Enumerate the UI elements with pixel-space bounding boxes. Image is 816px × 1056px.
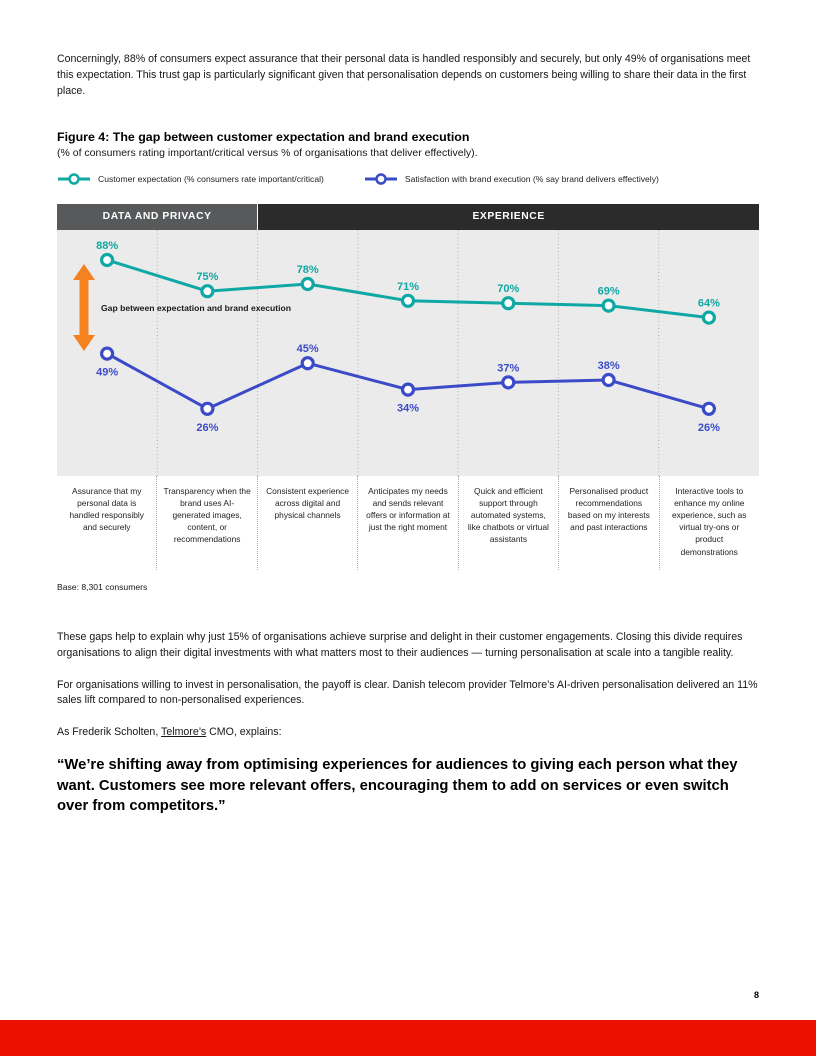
category-label: Quick and efficient support through auto… <box>457 475 558 570</box>
attribution-suffix: CMO, explains: <box>206 726 282 739</box>
body-paragraph-2: For organisations willing to invest in p… <box>57 678 758 707</box>
data-point <box>99 252 115 267</box>
figure-4: Figure 4: The gap between customer expec… <box>57 130 759 592</box>
data-point <box>200 401 215 416</box>
chart-plot-area: 88% 75% 78% 71% 70% 69% 64% 49% 26% 45% 34% 37% 38% 2… <box>57 229 759 476</box>
data-label: 26% <box>698 421 720 433</box>
data-label: 69% <box>598 285 620 297</box>
section-header: DATA AND PRIVACY <box>57 203 259 230</box>
data-point <box>400 382 416 397</box>
chart-canvas: 88% 75% 78% 71% 70% 69% 64% 49% 26% 45% 34% 37% 38% 2… <box>73 229 720 476</box>
figure-title: Figure 4: The gap between customer expec… <box>57 129 470 144</box>
data-point <box>200 283 215 298</box>
data-point <box>601 372 616 387</box>
data-label: 70% <box>497 283 519 295</box>
data-point <box>501 295 516 310</box>
legend-item: Satisfaction with brand execution (% say… <box>364 172 659 186</box>
attribution-line: As Frederik Scholten, Telmore’s CMO, exp… <box>57 725 759 741</box>
category-label: Consistent experience across digital and… <box>256 475 357 570</box>
document-page: Concerningly, 88% of consumers expect as… <box>57 53 759 815</box>
data-point <box>400 293 416 308</box>
data-label: 45% <box>297 343 319 355</box>
intro-paragraph: Concerningly, 88% of consumers expect as… <box>57 53 751 97</box>
body-paragraph-1: These gaps help to explain why just 15% … <box>57 630 743 659</box>
data-point <box>701 401 717 416</box>
data-point <box>300 276 315 291</box>
category-label: Transparency when the brand uses AI-gene… <box>156 475 256 570</box>
legend-label: Satisfaction with brand execution (% say… <box>404 173 659 184</box>
category-label: Interactive tools to enhance my online e… <box>658 475 759 570</box>
data-label: 49% <box>96 366 118 378</box>
data-label: 64% <box>698 297 720 309</box>
data-point <box>501 374 516 390</box>
data-label: 88% <box>96 240 118 252</box>
data-label: 75% <box>196 271 218 283</box>
data-label: 26% <box>196 421 218 433</box>
legend-marker-icon <box>364 172 397 185</box>
data-point <box>300 355 315 370</box>
data-label: 38% <box>598 360 620 372</box>
data-point <box>601 298 616 313</box>
data-label: 37% <box>497 362 519 374</box>
data-point <box>99 346 115 361</box>
legend-item: Customer expectation (% consumers rate i… <box>57 172 324 186</box>
legend-label: Customer expectation (% consumers rate i… <box>98 173 324 184</box>
category-label: Personalised product recommendations bas… <box>558 475 658 570</box>
data-point <box>701 310 717 325</box>
data-label: 78% <box>297 264 319 276</box>
base-note: Base: 8,301 consumers <box>57 581 148 592</box>
data-label: 34% <box>397 402 419 414</box>
section-header: EXPERIENCE <box>258 203 759 230</box>
attribution-prefix: As Frederik Scholten, <box>57 726 162 739</box>
data-label: 71% <box>397 280 419 292</box>
category-label: Anticipates my needs and sends relevant … <box>357 475 457 570</box>
telmore-link[interactable]: Telmore’s <box>161 726 207 739</box>
gap-chart: DATA AND PRIVACY EXPERIENCE 88% 75% 78% 71% 7… <box>57 203 759 570</box>
figure-subtitle: (% of consumers rating important/critica… <box>57 146 478 159</box>
pull-quote: “We’re shifting away from optimising exp… <box>57 757 738 815</box>
gap-arrow-icon <box>73 263 95 351</box>
gap-annotation: Gap between expectation and brand execut… <box>101 302 292 313</box>
page-number: 8 <box>753 990 759 1000</box>
footer-red-bar <box>0 1020 816 1056</box>
category-label: Assurance that my personal data is handl… <box>69 485 144 533</box>
chart-section-headers: DATA AND PRIVACY EXPERIENCE <box>57 203 759 230</box>
legend-marker-icon <box>58 172 90 185</box>
chart-category-labels: Assurance that my personal data is handl… <box>57 475 759 570</box>
chart-legend: Customer expectation (% consumers rate i… <box>57 172 759 186</box>
